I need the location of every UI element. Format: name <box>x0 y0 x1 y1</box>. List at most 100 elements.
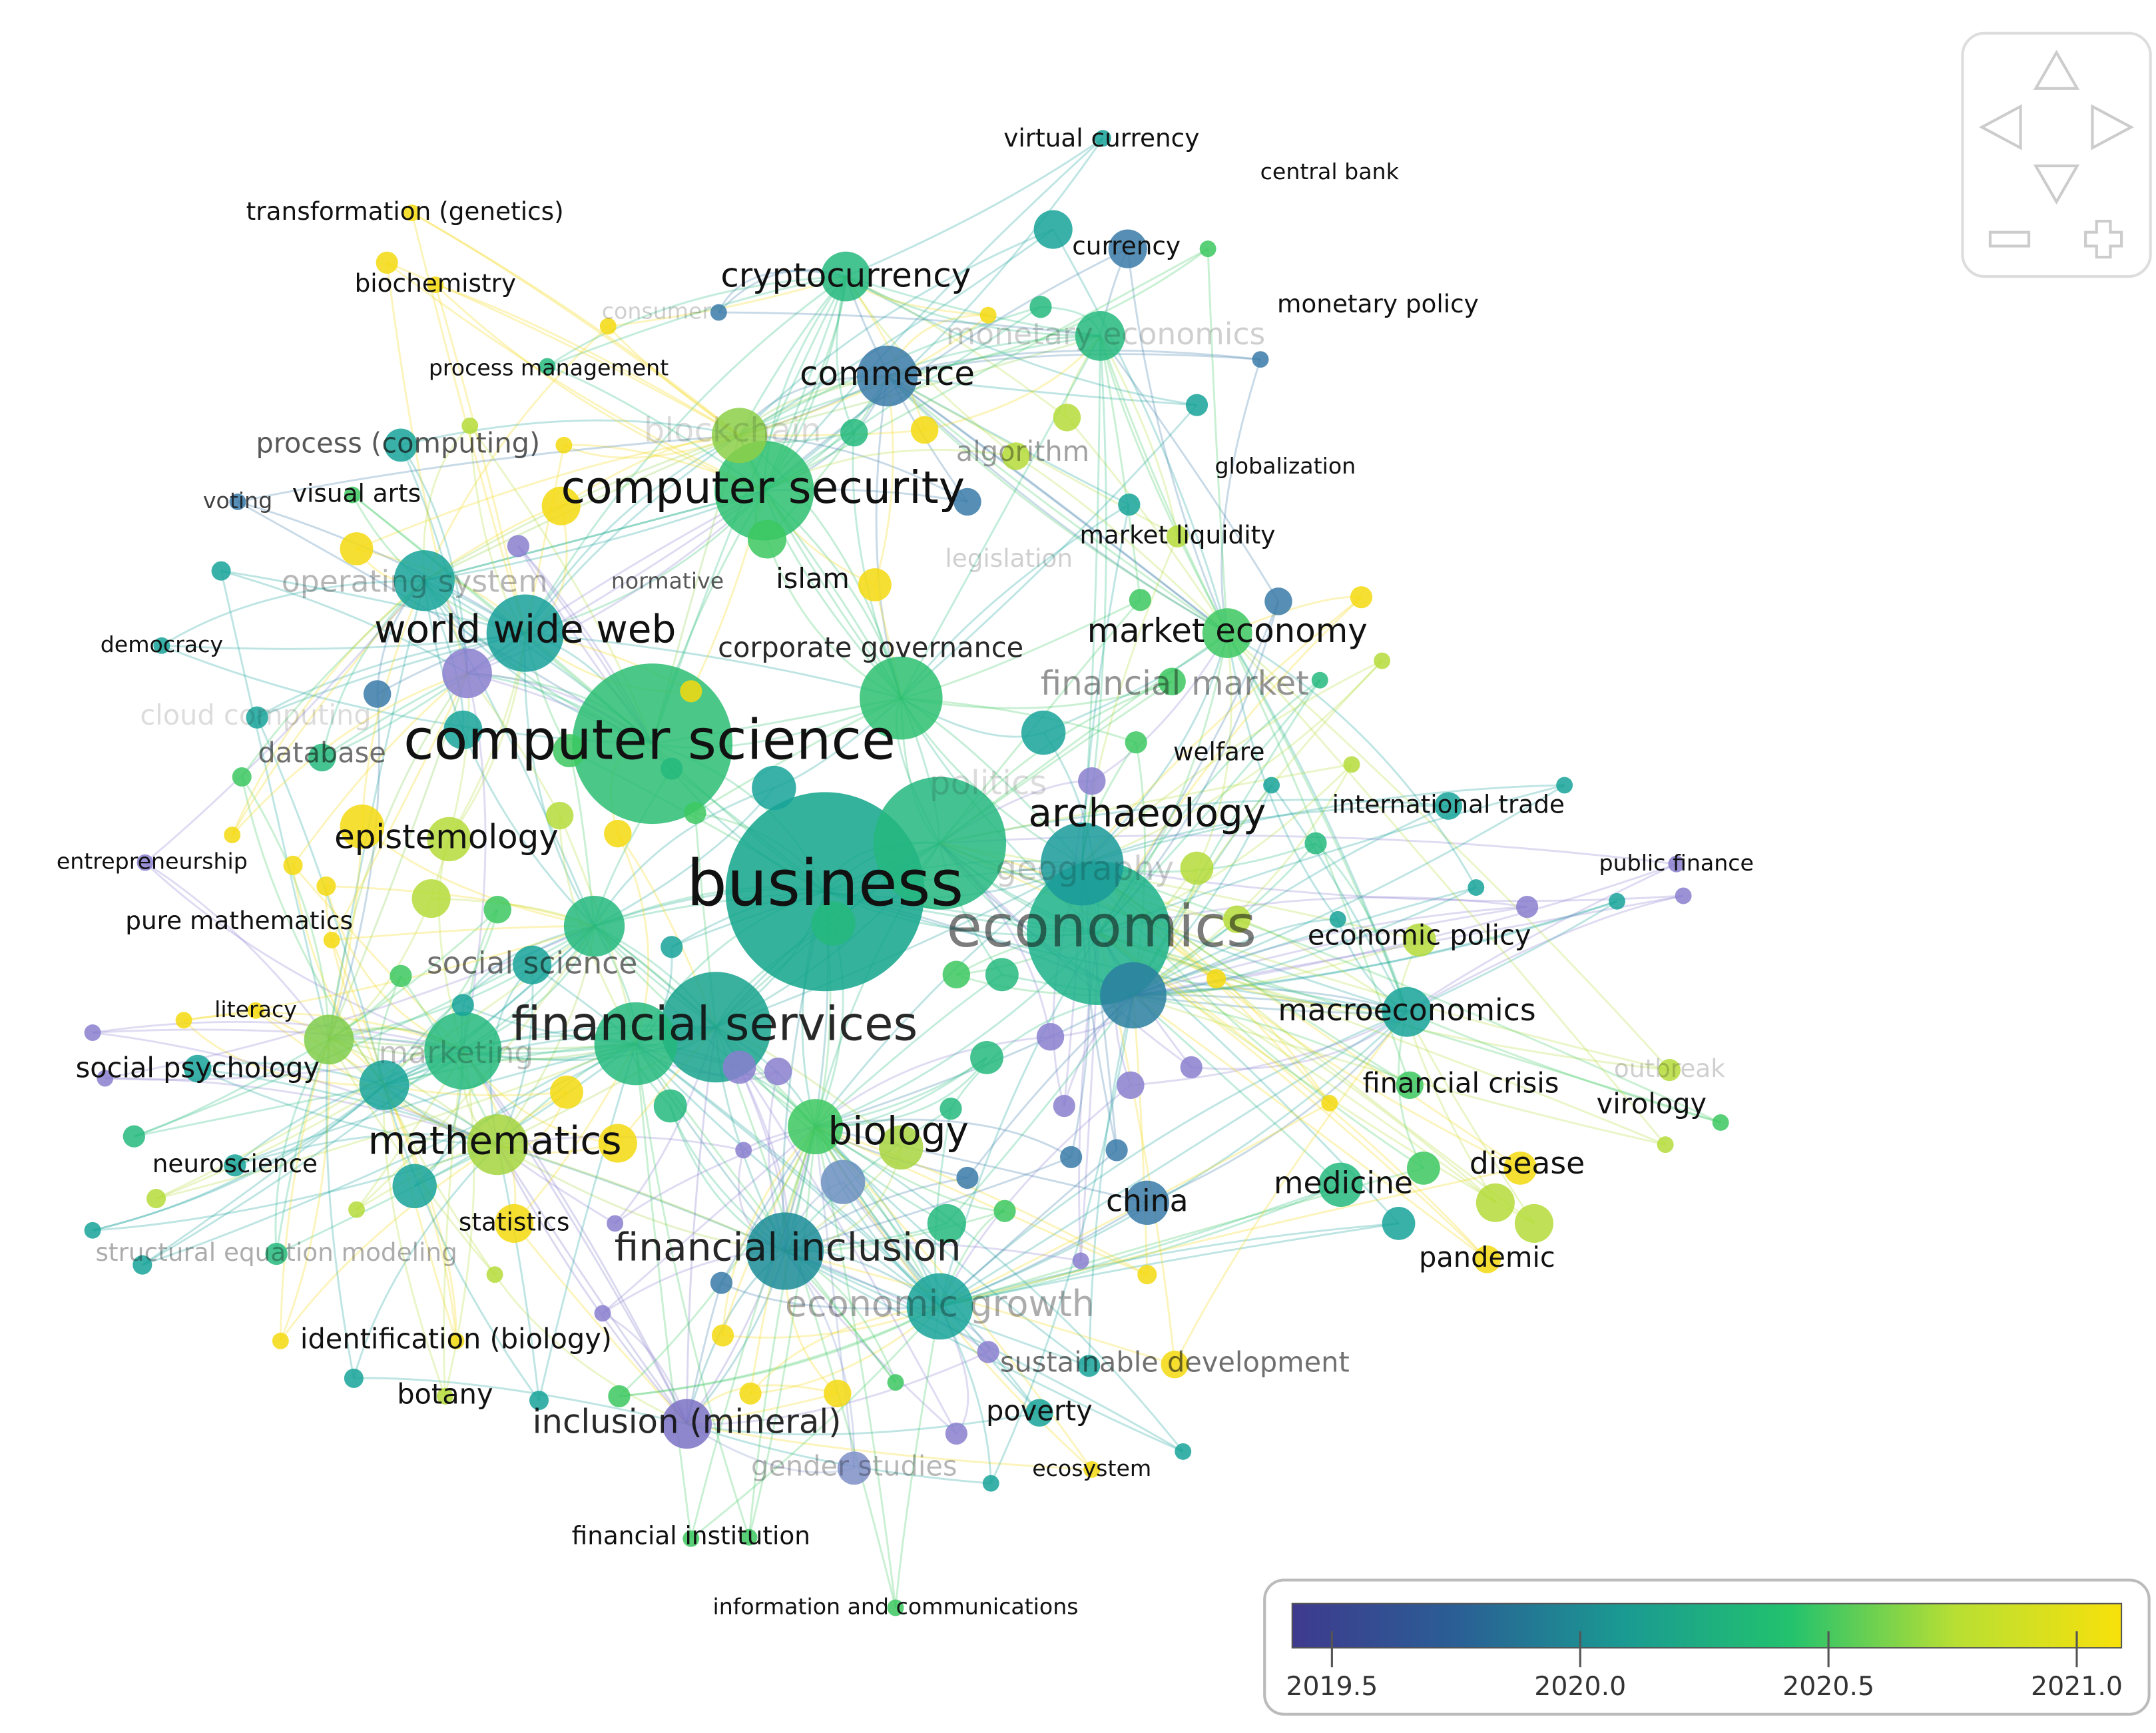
pan-down[interactable] <box>2033 164 2080 205</box>
edge <box>939 1011 1408 1307</box>
node-label: blockchain <box>644 411 822 450</box>
node <box>740 1529 758 1546</box>
edge <box>722 1126 816 1336</box>
edge <box>197 1068 498 1146</box>
node <box>910 416 939 444</box>
edge <box>383 1084 457 1341</box>
legend-tick-label: 2021.0 <box>2031 1671 2123 1702</box>
edge <box>901 680 1173 709</box>
edge <box>241 776 330 1040</box>
node <box>443 710 483 749</box>
node <box>555 436 573 454</box>
edge <box>619 1305 941 1397</box>
pan-right[interactable] <box>2091 104 2135 151</box>
node-label: epistemology <box>334 817 559 856</box>
edge <box>276 1144 498 1255</box>
node <box>483 896 511 924</box>
node-label: macroeconomics <box>1278 992 1535 1028</box>
edge <box>1406 1011 1721 1124</box>
edge <box>144 862 463 1052</box>
edge <box>845 275 1101 337</box>
node-label: entrepreneurship <box>57 849 248 874</box>
edge <box>815 1057 988 1128</box>
node <box>714 441 814 541</box>
node <box>710 304 727 321</box>
node <box>840 418 868 447</box>
node-label: biochemistry <box>355 268 517 298</box>
edge <box>1130 1011 1408 1086</box>
edge <box>1196 633 1232 869</box>
node <box>970 1040 1003 1074</box>
node <box>661 757 683 780</box>
node-label: world wide web <box>374 607 676 652</box>
edge <box>496 1144 688 1425</box>
edge <box>241 579 425 778</box>
edge <box>1173 1011 1408 1365</box>
node <box>308 743 336 772</box>
edge <box>1099 336 1228 634</box>
edge <box>738 334 1101 437</box>
edge <box>1270 785 1408 1013</box>
edge <box>1226 632 1671 1071</box>
node <box>608 1385 631 1407</box>
node <box>283 855 303 875</box>
edge <box>1081 659 1383 865</box>
zoom-in[interactable] <box>2084 220 2123 259</box>
edge <box>423 434 740 582</box>
edge <box>328 693 381 1040</box>
pan-left[interactable] <box>1979 104 2022 151</box>
node <box>811 901 856 946</box>
node-label: globalization <box>1214 453 1356 479</box>
navigation-widget <box>1961 31 2152 278</box>
edge <box>686 1126 817 1425</box>
edge <box>939 842 1670 1071</box>
node <box>956 1166 979 1190</box>
node <box>598 1124 637 1163</box>
node <box>1029 296 1052 318</box>
node-label: economic growth <box>785 1283 1095 1325</box>
node <box>447 1332 465 1349</box>
node <box>539 358 556 375</box>
edge <box>763 137 1104 492</box>
node <box>340 532 374 565</box>
node <box>316 876 336 896</box>
node <box>788 1099 844 1155</box>
node <box>495 1204 534 1243</box>
edge <box>92 1144 498 1231</box>
node <box>153 637 170 654</box>
node <box>879 1125 924 1170</box>
edge <box>1081 863 1684 902</box>
edge <box>183 1019 385 1086</box>
edge <box>354 1377 687 1425</box>
edge <box>141 1084 385 1266</box>
node-label: virtual currency <box>1003 123 1199 153</box>
node-label: business <box>686 846 963 920</box>
edge <box>231 579 425 836</box>
zoom-out[interactable] <box>1988 230 2031 248</box>
node <box>662 1399 712 1449</box>
edge <box>144 579 425 864</box>
edge <box>593 787 775 927</box>
edge <box>461 729 595 927</box>
node <box>1609 892 1625 910</box>
node <box>977 1341 999 1363</box>
node <box>384 428 417 462</box>
edge <box>845 275 1101 337</box>
edge <box>720 1281 940 1310</box>
node <box>906 1273 973 1340</box>
edge <box>686 1351 989 1425</box>
edge <box>352 1144 499 1379</box>
node <box>344 1368 364 1388</box>
edge <box>234 1042 637 1167</box>
node-label: politics <box>930 763 1047 802</box>
edge <box>1133 886 1477 996</box>
edge <box>161 579 425 647</box>
pan-up[interactable] <box>2033 49 2080 90</box>
node <box>604 819 632 848</box>
node <box>1515 896 1539 918</box>
node <box>680 680 702 703</box>
edge <box>618 1126 816 1397</box>
edge <box>1133 894 1684 996</box>
edge <box>1226 632 1667 1146</box>
node-label: international trade <box>1332 790 1565 819</box>
